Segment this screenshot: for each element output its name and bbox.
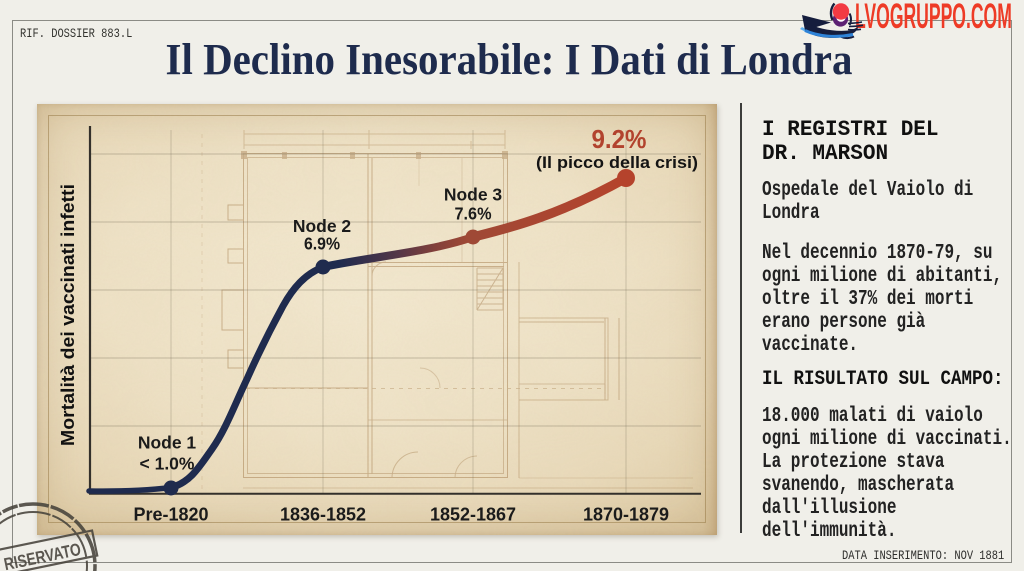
svg-text:RISERVATO: RISERVATO: [2, 539, 82, 571]
svg-text:< 1.0%: < 1.0%: [140, 454, 195, 474]
svg-text:Node 3: Node 3: [444, 185, 503, 205]
svg-text:Node 1: Node 1: [138, 433, 197, 453]
svg-text:7.6%: 7.6%: [455, 204, 492, 224]
svg-text:1836-1852: 1836-1852: [280, 505, 366, 525]
svg-text:1870-1879: 1870-1879: [583, 505, 669, 525]
svg-text:9.2%: 9.2%: [592, 124, 647, 154]
svg-text:(Il picco della crisi): (Il picco della crisi): [536, 153, 698, 172]
svg-text:6.9%: 6.9%: [304, 234, 340, 254]
svg-text:Mortalità dei vaccinati infett: Mortalità dei vaccinati infetti: [58, 184, 78, 446]
svg-text:Pre-1820: Pre-1820: [133, 505, 208, 525]
svg-text:1852-1867: 1852-1867: [430, 505, 516, 525]
svg-text:Node 2: Node 2: [293, 216, 352, 236]
